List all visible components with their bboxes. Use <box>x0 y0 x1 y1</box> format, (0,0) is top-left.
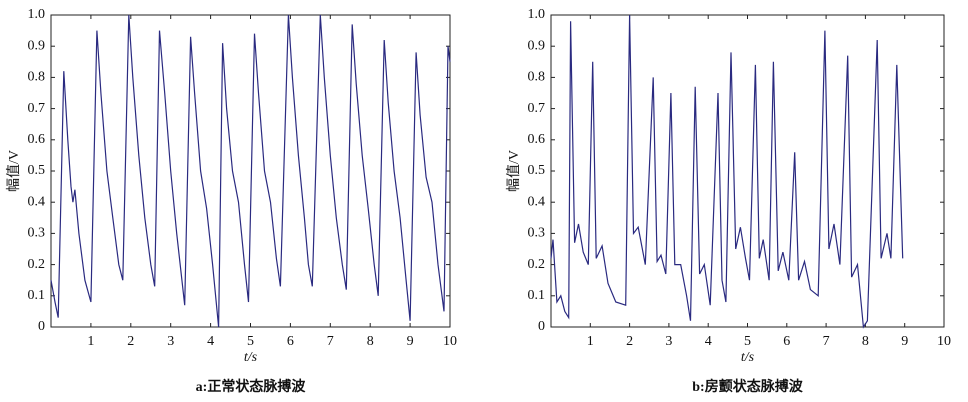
x-axis-label: t/s <box>244 350 258 365</box>
y-tick-label: 0.5 <box>528 163 546 178</box>
y-tick-label: 0.7 <box>528 101 546 116</box>
x-tick-label: 3 <box>665 334 672 349</box>
caption: b:房颤状态脉搏波 <box>692 378 803 395</box>
x-tick-label: 7 <box>823 334 830 349</box>
x-tick-label: 5 <box>744 334 751 349</box>
plot-frame <box>550 14 945 328</box>
x-tick-label: 4 <box>705 334 712 349</box>
y-tick-label: 0.3 <box>28 226 46 241</box>
x-tick-label: 4 <box>207 334 214 349</box>
y-tick-label: 0.6 <box>28 132 46 147</box>
x-tick-label: 6 <box>783 334 790 349</box>
y-tick-label: 0.4 <box>28 194 46 209</box>
y-tick-label: 0.2 <box>528 257 546 272</box>
data-line <box>550 14 904 329</box>
x-tick-label: 2 <box>127 334 134 349</box>
x-tick-label: 8 <box>367 334 374 349</box>
x-axis-label: t/s <box>741 350 755 365</box>
y-tick-label: 0.2 <box>28 257 46 272</box>
data-line <box>50 14 451 328</box>
x-tick-label: 8 <box>862 334 869 349</box>
y-axis-label: 幅值/V <box>6 150 22 192</box>
y-tick-label: 0.3 <box>528 226 546 241</box>
y-tick-label: 0.1 <box>528 288 546 303</box>
y-tick-label: 0 <box>38 319 45 334</box>
x-tick-label: 10 <box>937 334 951 349</box>
x-tick-label: 9 <box>407 334 414 349</box>
x-tick-label: 10 <box>443 334 457 349</box>
y-tick-label: 0.8 <box>528 70 546 85</box>
y-tick-label: 0.9 <box>528 38 546 53</box>
x-tick-label: 5 <box>247 334 254 349</box>
x-tick-label: 3 <box>167 334 174 349</box>
y-tick-label: 0.8 <box>28 70 46 85</box>
y-tick-label: 0.9 <box>28 38 46 53</box>
x-tick-label: 9 <box>901 334 908 349</box>
y-tick-label: 0.4 <box>528 194 546 209</box>
y-axis-label: 幅值/V <box>506 150 522 192</box>
y-tick-label: 1.0 <box>28 7 46 22</box>
x-tick-label: 6 <box>287 334 294 349</box>
plot-frame <box>50 14 451 328</box>
y-tick-label: 0 <box>538 319 545 334</box>
y-tick-label: 0.1 <box>28 288 46 303</box>
y-tick-label: 0.5 <box>28 163 46 178</box>
x-tick-label: 7 <box>327 334 334 349</box>
caption: a:正常状态脉搏波 <box>196 378 307 395</box>
x-tick-label: 1 <box>587 334 594 349</box>
x-tick-label: 1 <box>87 334 94 349</box>
y-tick-label: 1.0 <box>528 7 546 22</box>
y-tick-label: 0.6 <box>528 132 546 147</box>
y-tick-label: 0.7 <box>28 101 46 116</box>
x-tick-label: 2 <box>626 334 633 349</box>
